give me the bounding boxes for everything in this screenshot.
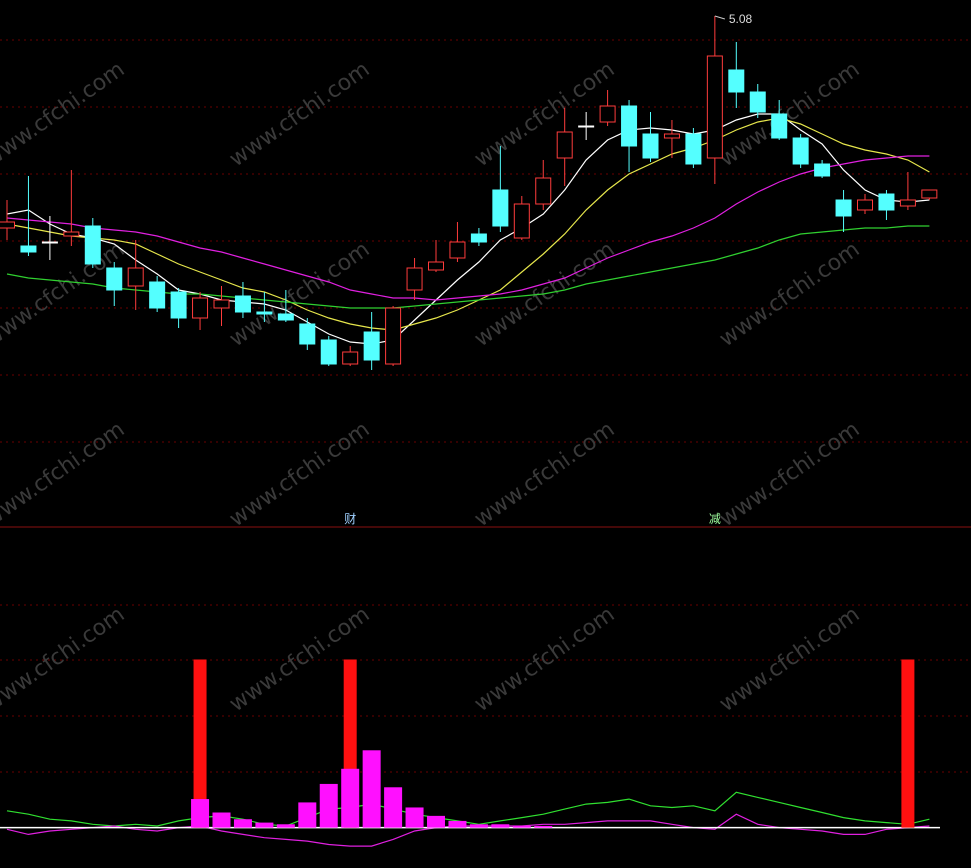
bar	[298, 802, 317, 828]
indicator-line	[6, 155, 930, 301]
candle-body	[342, 351, 359, 365]
candle-body	[470, 233, 487, 243]
bar	[212, 812, 231, 828]
bar	[469, 824, 488, 828]
candle-body	[449, 241, 466, 259]
bar	[448, 820, 467, 828]
bar	[191, 799, 210, 828]
candle-body	[513, 203, 530, 239]
bar	[319, 783, 338, 828]
candle-body	[685, 133, 702, 165]
candle-body	[535, 177, 552, 205]
candle-body	[127, 267, 144, 287]
high-pointer	[714, 15, 725, 20]
candle-body	[814, 163, 831, 177]
candle-body	[299, 323, 316, 345]
candle-body	[899, 199, 916, 207]
candle-body	[728, 69, 745, 93]
high-label: 5.08	[729, 12, 753, 26]
candle-body	[320, 339, 337, 365]
candle-body	[706, 55, 723, 159]
grid	[0, 39, 971, 773]
bar	[362, 750, 381, 828]
candle-body	[556, 131, 573, 159]
candle-body	[256, 311, 273, 315]
candle-body	[41, 241, 58, 244]
candle-body	[106, 267, 123, 291]
candle-body	[878, 193, 895, 211]
candle-body	[213, 299, 230, 309]
bar	[233, 819, 252, 828]
candle-body	[771, 113, 788, 139]
price-panel: 财 5.08 减	[0, 12, 938, 526]
candle-body	[170, 291, 187, 319]
indicator-panel	[0, 659, 940, 847]
bar	[341, 768, 360, 828]
candle-body	[621, 105, 638, 147]
candle-body	[835, 199, 852, 217]
signal-label: 减	[709, 512, 721, 526]
candle-body	[578, 125, 595, 128]
candle-body	[385, 307, 402, 365]
candle-body	[84, 225, 101, 265]
candle-body	[234, 295, 251, 313]
bar	[405, 807, 424, 828]
bar	[512, 825, 531, 828]
candle-body	[277, 313, 294, 321]
candle-body	[857, 199, 873, 211]
candle-body	[149, 281, 166, 309]
bar	[384, 787, 403, 828]
candle-body	[0, 221, 15, 229]
candle-body	[20, 245, 37, 253]
candle-body	[792, 137, 809, 165]
candle-body	[921, 189, 938, 199]
bar	[901, 659, 915, 828]
candle-body	[363, 331, 380, 361]
candle-body	[192, 297, 209, 319]
candle-body	[599, 105, 616, 123]
candle-body	[749, 91, 766, 113]
bar	[534, 825, 553, 828]
candle-body	[663, 133, 680, 139]
bar	[491, 824, 510, 828]
bar	[255, 822, 274, 828]
candle-body	[492, 189, 509, 227]
indicator-line	[6, 791, 930, 827]
bar	[427, 815, 445, 828]
candle-body	[63, 231, 80, 237]
bar	[276, 824, 295, 828]
bar	[193, 659, 207, 828]
candle-body	[406, 267, 423, 291]
candle-body	[428, 261, 444, 271]
signal-label: 财	[344, 512, 356, 526]
candle-body	[642, 133, 659, 159]
